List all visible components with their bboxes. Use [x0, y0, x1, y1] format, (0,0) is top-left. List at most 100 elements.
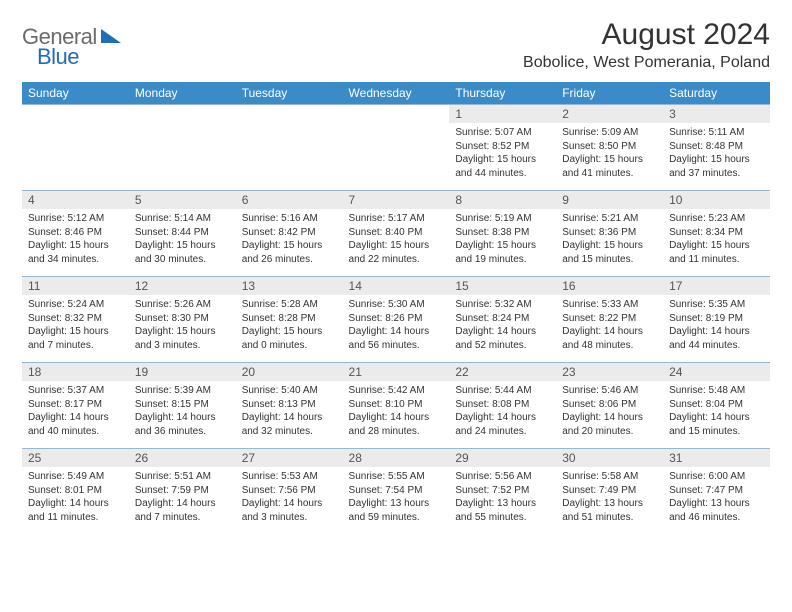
day-sr: Sunrise: 5:48 AM — [669, 384, 764, 398]
header: General August 2024 Bobolice, West Pomer… — [22, 18, 770, 72]
day-number: 24 — [663, 363, 770, 381]
day-body: Sunrise: 5:28 AMSunset: 8:28 PMDaylight:… — [236, 295, 343, 356]
calendar-table: SundayMondayTuesdayWednesdayThursdayFrid… — [22, 82, 770, 535]
calendar-cell: 28Sunrise: 5:55 AMSunset: 7:54 PMDayligh… — [343, 449, 450, 535]
location: Bobolice, West Pomerania, Poland — [523, 54, 770, 72]
day-dl: Daylight: 13 hours and 46 minutes. — [669, 497, 764, 524]
calendar-cell: 31Sunrise: 6:00 AMSunset: 7:47 PMDayligh… — [663, 449, 770, 535]
day-sr: Sunrise: 5:12 AM — [28, 212, 123, 226]
calendar-cell — [129, 105, 236, 191]
day-ss: Sunset: 7:52 PM — [455, 484, 550, 498]
day-body: Sunrise: 5:55 AMSunset: 7:54 PMDaylight:… — [343, 467, 450, 528]
day-dl: Daylight: 13 hours and 51 minutes. — [562, 497, 657, 524]
day-body: Sunrise: 6:00 AMSunset: 7:47 PMDaylight:… — [663, 467, 770, 528]
day-body: Sunrise: 5:19 AMSunset: 8:38 PMDaylight:… — [449, 209, 556, 270]
day-number: 29 — [449, 449, 556, 467]
day-dl: Daylight: 15 hours and 7 minutes. — [28, 325, 123, 352]
calendar-week: 18Sunrise: 5:37 AMSunset: 8:17 PMDayligh… — [22, 363, 770, 449]
day-dl: Daylight: 13 hours and 59 minutes. — [349, 497, 444, 524]
day-body: Sunrise: 5:17 AMSunset: 8:40 PMDaylight:… — [343, 209, 450, 270]
day-ss: Sunset: 8:42 PM — [242, 226, 337, 240]
day-dl: Daylight: 14 hours and 32 minutes. — [242, 411, 337, 438]
day-sr: Sunrise: 5:42 AM — [349, 384, 444, 398]
day-body: Sunrise: 5:30 AMSunset: 8:26 PMDaylight:… — [343, 295, 450, 356]
month-title: August 2024 — [523, 18, 770, 52]
day-ss: Sunset: 8:06 PM — [562, 398, 657, 412]
day-number: 20 — [236, 363, 343, 381]
day-body: Sunrise: 5:16 AMSunset: 8:42 PMDaylight:… — [236, 209, 343, 270]
day-dl: Daylight: 14 hours and 24 minutes. — [455, 411, 550, 438]
day-sr: Sunrise: 5:24 AM — [28, 298, 123, 312]
calendar-cell: 22Sunrise: 5:44 AMSunset: 8:08 PMDayligh… — [449, 363, 556, 449]
calendar-cell: 15Sunrise: 5:32 AMSunset: 8:24 PMDayligh… — [449, 277, 556, 363]
day-number: 27 — [236, 449, 343, 467]
day-number: 7 — [343, 191, 450, 209]
day-body: Sunrise: 5:39 AMSunset: 8:15 PMDaylight:… — [129, 381, 236, 442]
calendar-week: 11Sunrise: 5:24 AMSunset: 8:32 PMDayligh… — [22, 277, 770, 363]
calendar-cell: 7Sunrise: 5:17 AMSunset: 8:40 PMDaylight… — [343, 191, 450, 277]
day-dl: Daylight: 14 hours and 48 minutes. — [562, 325, 657, 352]
day-dl: Daylight: 15 hours and 15 minutes. — [562, 239, 657, 266]
day-sr: Sunrise: 5:14 AM — [135, 212, 230, 226]
day-ss: Sunset: 8:46 PM — [28, 226, 123, 240]
calendar-cell: 20Sunrise: 5:40 AMSunset: 8:13 PMDayligh… — [236, 363, 343, 449]
day-body: Sunrise: 5:44 AMSunset: 8:08 PMDaylight:… — [449, 381, 556, 442]
day-number: 11 — [22, 277, 129, 295]
day-dl: Daylight: 15 hours and 41 minutes. — [562, 153, 657, 180]
day-header: Tuesday — [236, 82, 343, 105]
day-sr: Sunrise: 5:16 AM — [242, 212, 337, 226]
day-number: 14 — [343, 277, 450, 295]
day-number: 30 — [556, 449, 663, 467]
day-sr: Sunrise: 5:17 AM — [349, 212, 444, 226]
day-number: 2 — [556, 105, 663, 123]
calendar-cell: 3Sunrise: 5:11 AMSunset: 8:48 PMDaylight… — [663, 105, 770, 191]
day-body: Sunrise: 5:14 AMSunset: 8:44 PMDaylight:… — [129, 209, 236, 270]
day-dl: Daylight: 14 hours and 56 minutes. — [349, 325, 444, 352]
day-number: 3 — [663, 105, 770, 123]
day-sr: Sunrise: 5:09 AM — [562, 126, 657, 140]
day-body: Sunrise: 5:21 AMSunset: 8:36 PMDaylight:… — [556, 209, 663, 270]
day-sr: Sunrise: 5:32 AM — [455, 298, 550, 312]
day-number: 5 — [129, 191, 236, 209]
logo-text-blue: Blue — [37, 44, 79, 69]
day-body: Sunrise: 5:58 AMSunset: 7:49 PMDaylight:… — [556, 467, 663, 528]
day-dl: Daylight: 14 hours and 15 minutes. — [669, 411, 764, 438]
day-ss: Sunset: 7:49 PM — [562, 484, 657, 498]
day-header: Saturday — [663, 82, 770, 105]
day-ss: Sunset: 8:34 PM — [669, 226, 764, 240]
day-header: Sunday — [22, 82, 129, 105]
day-dl: Daylight: 15 hours and 0 minutes. — [242, 325, 337, 352]
calendar-cell — [22, 105, 129, 191]
day-ss: Sunset: 8:32 PM — [28, 312, 123, 326]
day-number: 1 — [449, 105, 556, 123]
day-sr: Sunrise: 5:33 AM — [562, 298, 657, 312]
day-ss: Sunset: 7:54 PM — [349, 484, 444, 498]
day-body: Sunrise: 5:46 AMSunset: 8:06 PMDaylight:… — [556, 381, 663, 442]
day-sr: Sunrise: 5:30 AM — [349, 298, 444, 312]
day-ss: Sunset: 8:04 PM — [669, 398, 764, 412]
day-sr: Sunrise: 5:07 AM — [455, 126, 550, 140]
day-ss: Sunset: 8:40 PM — [349, 226, 444, 240]
day-body: Sunrise: 5:11 AMSunset: 8:48 PMDaylight:… — [663, 123, 770, 184]
day-dl: Daylight: 15 hours and 26 minutes. — [242, 239, 337, 266]
day-sr: Sunrise: 5:21 AM — [562, 212, 657, 226]
day-sr: Sunrise: 5:11 AM — [669, 126, 764, 140]
day-number: 10 — [663, 191, 770, 209]
day-sr: Sunrise: 5:39 AM — [135, 384, 230, 398]
calendar-cell: 16Sunrise: 5:33 AMSunset: 8:22 PMDayligh… — [556, 277, 663, 363]
day-dl: Daylight: 15 hours and 37 minutes. — [669, 153, 764, 180]
day-header: Thursday — [449, 82, 556, 105]
day-dl: Daylight: 15 hours and 34 minutes. — [28, 239, 123, 266]
day-sr: Sunrise: 5:49 AM — [28, 470, 123, 484]
day-number: 22 — [449, 363, 556, 381]
day-dl: Daylight: 14 hours and 44 minutes. — [669, 325, 764, 352]
day-body: Sunrise: 5:49 AMSunset: 8:01 PMDaylight:… — [22, 467, 129, 528]
day-dl: Daylight: 14 hours and 52 minutes. — [455, 325, 550, 352]
day-number: 28 — [343, 449, 450, 467]
day-number: 12 — [129, 277, 236, 295]
day-ss: Sunset: 8:13 PM — [242, 398, 337, 412]
day-dl: Daylight: 14 hours and 28 minutes. — [349, 411, 444, 438]
day-dl: Daylight: 15 hours and 30 minutes. — [135, 239, 230, 266]
day-body: Sunrise: 5:12 AMSunset: 8:46 PMDaylight:… — [22, 209, 129, 270]
calendar-week: 25Sunrise: 5:49 AMSunset: 8:01 PMDayligh… — [22, 449, 770, 535]
